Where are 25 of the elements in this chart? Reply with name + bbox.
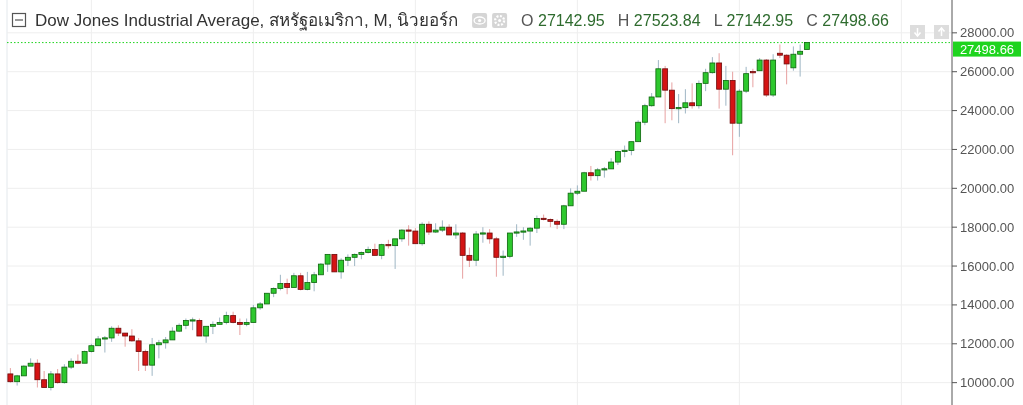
candlestick — [689, 82, 696, 110]
candlestick — [722, 65, 729, 107]
y-tick-label: 22000.00 — [960, 141, 1015, 157]
annotation: L 27142.95 — [713, 11, 794, 29]
y-tick-label: 16000.00 — [960, 258, 1015, 274]
y-tick-label: 20000.00 — [960, 180, 1015, 196]
candlestick — [419, 221, 426, 247]
y-tick-label: 18000.00 — [960, 219, 1015, 235]
candlestick — [452, 223, 459, 240]
y-tick-label: 28000.00 — [960, 25, 1015, 41]
y-tick-label: 26000.00 — [960, 64, 1015, 80]
candlestick — [587, 165, 594, 182]
ref-line-label: 27498.66 — [959, 41, 1015, 57]
candlestick — [47, 370, 54, 391]
y-tick-label: 14000.00 — [960, 297, 1015, 313]
y-tick-label: 10000.00 — [960, 375, 1015, 391]
annotation: H 27523.84 — [617, 11, 701, 29]
annotation: O 27142.95 — [521, 11, 605, 29]
annotation: C 27498.66 — [806, 11, 890, 29]
y-tick-label: 12000.00 — [960, 336, 1015, 352]
candlestick — [284, 278, 291, 295]
y-tick-label: 24000.00 — [960, 103, 1015, 119]
candlestick — [749, 68, 756, 88]
text: Dow Jones Industrial Average, สหรัฐอเมริกา, M, นิวยอร์ก — [35, 10, 459, 31]
candlestick — [74, 353, 81, 365]
